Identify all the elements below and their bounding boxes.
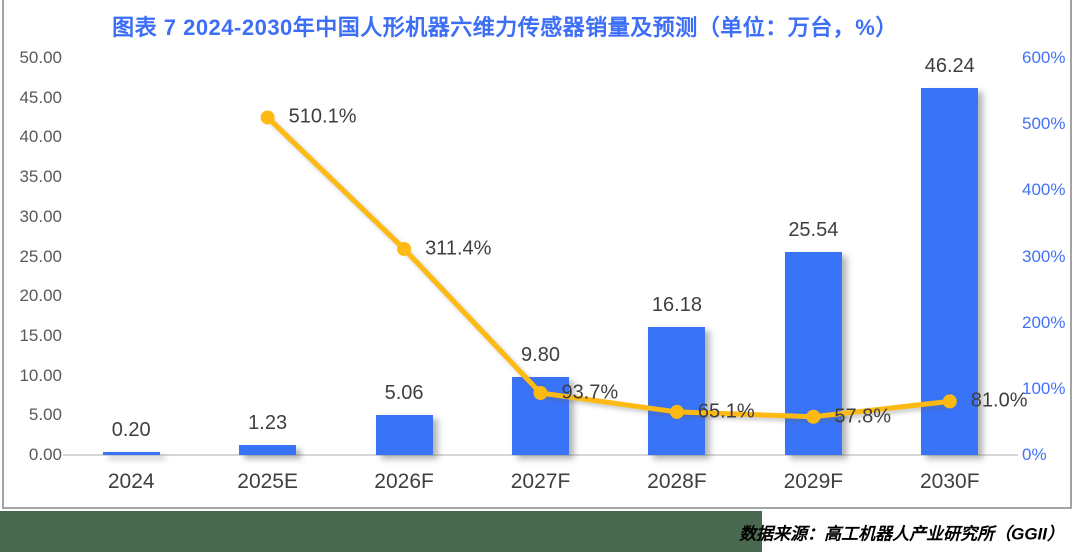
- bar-value-label: 25.54: [788, 219, 839, 242]
- bar: [239, 445, 297, 455]
- x-axis-category-label: 2024: [107, 470, 155, 493]
- line-point-label: 311.4%: [425, 237, 492, 260]
- bar-value-label: 0.20: [111, 419, 151, 441]
- footer-band: 数据来源：高工机器人产业研究所（GGII）: [0, 511, 1080, 552]
- left-axis-tick-label: 15.00: [19, 325, 62, 345]
- right-axis-tick-label: 300%: [1022, 246, 1066, 266]
- bar-value-label: 1.23: [248, 412, 288, 435]
- right-axis-tick-label: 500%: [1022, 114, 1066, 134]
- bar: [648, 326, 706, 455]
- x-axis-category-label: 2027F: [510, 470, 571, 493]
- left-axis-tick-label: 40.00: [19, 127, 62, 147]
- right-axis-tick-label: 100%: [1022, 378, 1066, 398]
- left-axis-tick-label: 25.00: [19, 246, 62, 266]
- right-axis-tick-label: 200%: [1022, 312, 1066, 332]
- x-axis-category-label: 2025E: [237, 470, 299, 493]
- x-axis-category-label: 2028F: [647, 470, 707, 493]
- bar-value-label: 5.06: [384, 381, 424, 404]
- x-axis-category-label: 2029F: [783, 470, 844, 493]
- line-point-label: 93.7%: [561, 381, 619, 404]
- left-axis-tick-label: 10.00: [19, 365, 62, 385]
- left-axis-tick-label: 50.00: [19, 48, 62, 67]
- left-axis-tick-label: 30.00: [19, 206, 62, 226]
- bar: [921, 87, 979, 455]
- bar-value-label: 9.80: [521, 344, 560, 367]
- source-note-background: 数据来源：高工机器人产业研究所（GGII）: [739, 511, 1080, 552]
- left-axis-tick-label: 0.00: [28, 445, 62, 464]
- x-axis-category-label: 2030F: [920, 470, 980, 493]
- chart-title: 图表 7 2024-2030年中国人形机器六维力传感器销量及预测（单位：万台，%…: [112, 15, 898, 40]
- bar: [784, 252, 842, 455]
- right-axis-tick-label: 400%: [1022, 180, 1066, 200]
- source-note: 数据来源：高工机器人产业研究所（GGII）: [739, 524, 1064, 543]
- right-axis-tick-label: 600%: [1022, 48, 1066, 67]
- bar: [512, 377, 569, 455]
- left-axis-tick-label: 45.00: [19, 87, 62, 107]
- bar-value-label: 46.24: [924, 54, 975, 77]
- bar-value-label: 16.18: [651, 293, 702, 316]
- right-axis-tick-label: 0%: [1022, 445, 1047, 464]
- line-point-label: 65.1%: [697, 400, 755, 423]
- bar: [102, 452, 160, 455]
- line-point-label: 57.8%: [834, 405, 892, 428]
- left-axis-tick-label: 20.00: [19, 286, 62, 306]
- left-axis-tick-label: 35.00: [19, 167, 62, 187]
- bar: [375, 414, 433, 455]
- line-point-label: 510.1%: [288, 105, 357, 128]
- x-axis-category-label: 2026F: [374, 470, 434, 493]
- x-axis-baseline: [63, 454, 1018, 456]
- line-point-label: 81.0%: [970, 389, 1028, 412]
- left-axis-tick-label: 5.00: [28, 405, 62, 425]
